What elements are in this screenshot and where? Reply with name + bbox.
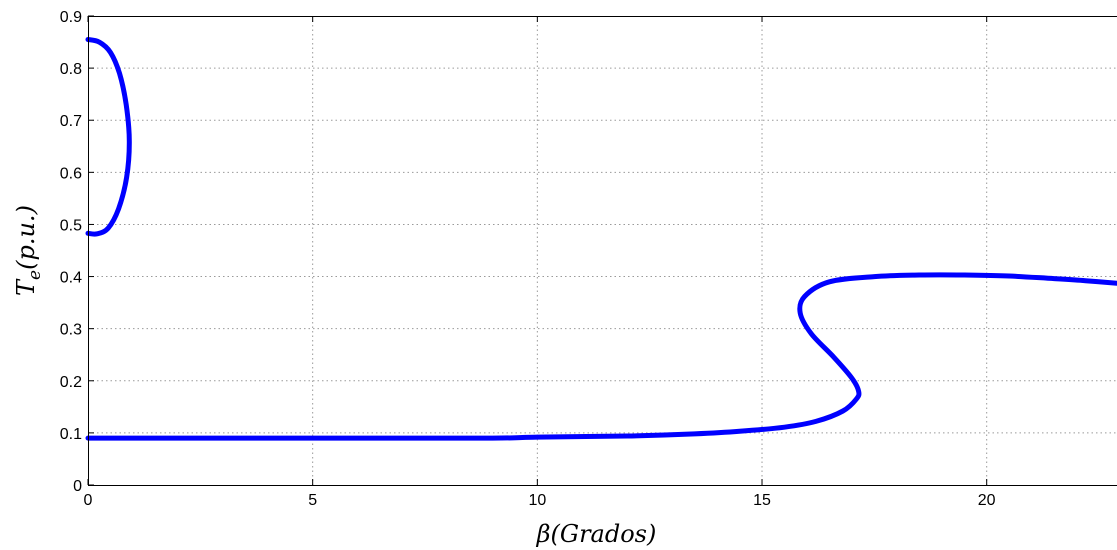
x-tick-label: 10 <box>528 492 546 509</box>
x-tick-label: 15 <box>753 492 771 509</box>
plot-frame <box>88 16 1117 486</box>
y-tick-label: 0.4 <box>60 270 82 287</box>
series-line-1 <box>85 37 132 237</box>
y-tick-label: 0.8 <box>60 61 82 78</box>
y-tick-label: 0.5 <box>60 217 82 234</box>
y-axis-label-main: T <box>12 278 40 296</box>
y-tick-label: 0.1 <box>60 426 82 443</box>
y-tick-label: 0 <box>73 478 82 495</box>
x-axis-label: β(Grados) <box>536 520 657 548</box>
grid <box>88 16 1117 485</box>
ticks: 0 5 10 15 20 0 0.1 0.2 0.3 0.4 0.5 0.6 0.7 0.8 0.9 <box>60 9 996 509</box>
series-line-2 <box>85 272 1117 441</box>
y-axis-label-rest: (p.u.) <box>12 205 40 270</box>
y-tick-label: 0.9 <box>60 9 82 26</box>
x-tick-label: 20 <box>978 492 996 509</box>
y-axis-label: Te(p.u.) <box>12 205 45 296</box>
y-tick-label: 0.6 <box>60 165 82 182</box>
series-group <box>85 37 1117 441</box>
y-axis-label-subscript: e <box>25 270 45 280</box>
x-tick-label: 5 <box>308 492 317 509</box>
y-tick-label: 0.7 <box>60 113 82 130</box>
y-tick-label: 0.3 <box>60 322 82 339</box>
y-tick-label: 0.2 <box>60 374 82 391</box>
x-tick-label: 0 <box>84 492 93 509</box>
